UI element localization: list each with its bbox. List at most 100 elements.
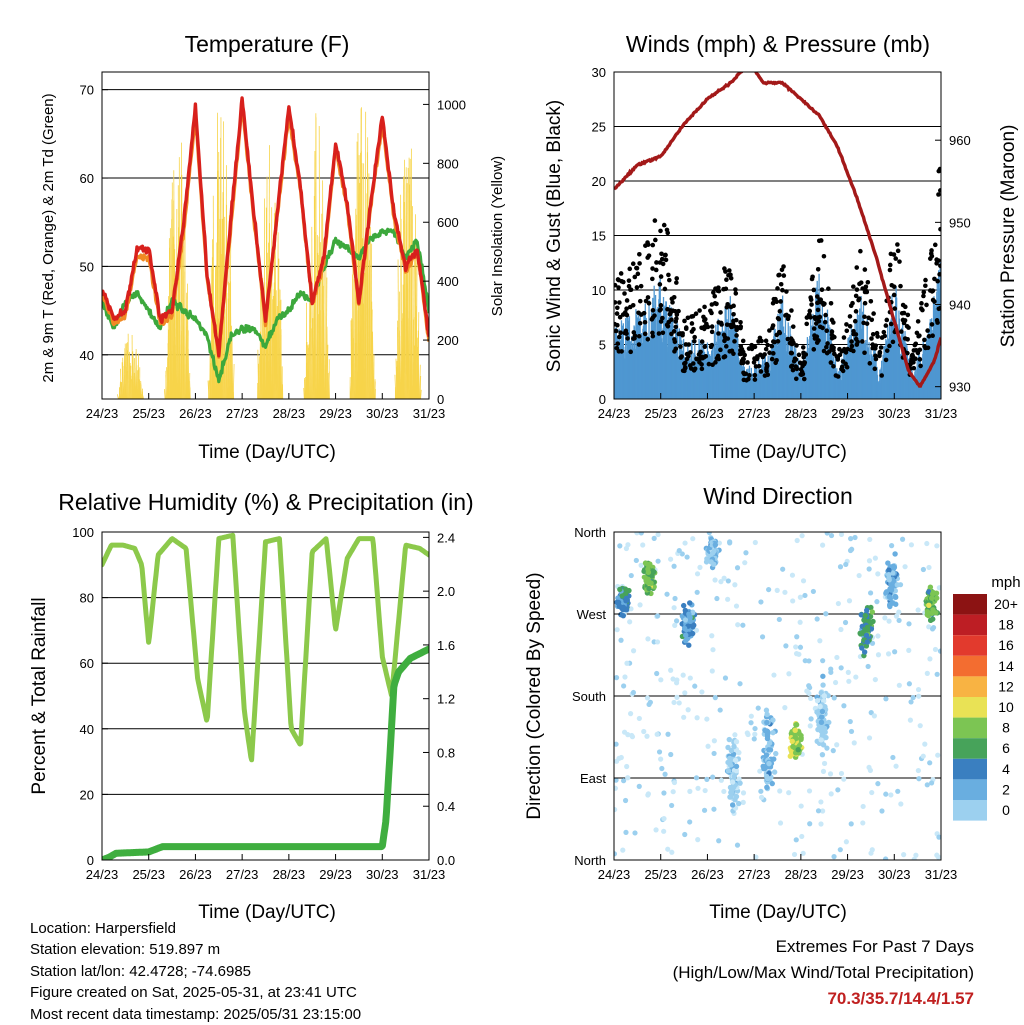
direction-point bbox=[652, 536, 657, 541]
gust-point bbox=[873, 367, 878, 372]
gust-point bbox=[920, 308, 925, 313]
gust-point bbox=[938, 227, 943, 232]
gust-point bbox=[794, 376, 799, 381]
direction-point bbox=[748, 720, 753, 725]
direction-point bbox=[704, 777, 709, 782]
gust-point bbox=[617, 300, 622, 305]
direction-point bbox=[629, 573, 634, 578]
gust-point bbox=[862, 350, 867, 355]
direction-point bbox=[887, 602, 892, 607]
direction-point bbox=[835, 787, 840, 792]
gust-point bbox=[759, 369, 764, 374]
gust-point bbox=[903, 305, 908, 310]
gust-point bbox=[658, 282, 663, 287]
x-tick-label: 30/23 bbox=[878, 867, 911, 882]
gust-point bbox=[650, 277, 655, 282]
direction-point bbox=[829, 533, 834, 538]
direction-point bbox=[737, 681, 742, 686]
gust-point bbox=[879, 345, 884, 350]
gust-point bbox=[855, 287, 860, 292]
direction-point bbox=[705, 744, 710, 749]
direction-point bbox=[798, 737, 803, 742]
solar-insolation-line bbox=[123, 358, 124, 399]
gust-point bbox=[712, 294, 717, 299]
gust-point bbox=[879, 373, 884, 378]
y-tick-label: 960 bbox=[949, 133, 971, 148]
direction-point bbox=[894, 614, 899, 619]
gust-point bbox=[935, 318, 940, 323]
direction-point bbox=[866, 664, 871, 669]
direction-point bbox=[741, 790, 746, 795]
gust-point bbox=[812, 315, 817, 320]
gust-point bbox=[779, 282, 784, 287]
x-tick-label: 29/23 bbox=[831, 406, 864, 421]
gust-point bbox=[646, 337, 651, 342]
gust-point bbox=[734, 333, 739, 338]
direction-point bbox=[655, 732, 660, 737]
gust-point bbox=[690, 329, 695, 334]
gust-point bbox=[923, 346, 928, 351]
direction-point bbox=[716, 838, 721, 843]
gust-point bbox=[668, 308, 673, 313]
gust-point bbox=[727, 268, 732, 273]
direction-point bbox=[886, 619, 891, 624]
gust-point bbox=[694, 356, 699, 361]
direction-point bbox=[857, 573, 862, 578]
gust-point bbox=[884, 358, 889, 363]
direction-point bbox=[646, 791, 651, 796]
gust-point bbox=[615, 311, 620, 316]
direction-point bbox=[634, 558, 639, 563]
gust-point bbox=[860, 339, 865, 344]
direction-point bbox=[799, 834, 804, 839]
gust-point bbox=[933, 243, 938, 248]
direction-point bbox=[642, 574, 647, 579]
winds-y-label: Sonic Wind & Gust (Blue, Black) bbox=[544, 100, 565, 372]
gust-point bbox=[615, 305, 620, 310]
gust-point bbox=[825, 341, 830, 346]
direction-point bbox=[761, 764, 766, 769]
direction-point bbox=[681, 673, 686, 678]
figure-created: Figure created on Sat, 2025-05-31, at 23… bbox=[30, 982, 361, 1003]
direction-point bbox=[793, 644, 798, 649]
gust-point bbox=[732, 339, 737, 344]
speed-legend-swatch bbox=[953, 594, 987, 615]
direction-point bbox=[897, 683, 902, 688]
gust-point bbox=[673, 346, 678, 351]
gust-point bbox=[809, 302, 814, 307]
direction-point bbox=[930, 626, 935, 631]
gust-point bbox=[869, 336, 874, 341]
direction-point bbox=[901, 852, 906, 857]
y-tick-label: 50 bbox=[80, 259, 94, 274]
direction-point bbox=[686, 707, 691, 712]
direction-point bbox=[933, 647, 938, 652]
gust-point bbox=[775, 286, 780, 291]
direction-point bbox=[798, 645, 803, 650]
direction-point bbox=[624, 764, 629, 769]
direction-point bbox=[632, 830, 637, 835]
direction-point bbox=[671, 789, 676, 794]
gust-point bbox=[844, 322, 849, 327]
gust-point bbox=[887, 344, 892, 349]
x-tick-label: 27/23 bbox=[226, 867, 259, 882]
direction-point bbox=[898, 801, 903, 806]
direction-point bbox=[641, 729, 646, 734]
direction-point bbox=[839, 665, 844, 670]
gust-point bbox=[757, 364, 762, 369]
direction-point bbox=[828, 771, 833, 776]
direction-point bbox=[834, 742, 839, 747]
gust-point bbox=[802, 377, 807, 382]
y-tick-label: South bbox=[572, 689, 606, 704]
gust-point bbox=[688, 363, 693, 368]
direction-point bbox=[798, 595, 803, 600]
direction-point bbox=[668, 668, 673, 673]
direction-point bbox=[682, 540, 687, 545]
gust-point bbox=[778, 299, 783, 304]
gust-point bbox=[800, 370, 805, 375]
gust-point bbox=[742, 378, 747, 383]
direction-point bbox=[822, 761, 827, 766]
gust-point bbox=[697, 308, 702, 313]
direction-point bbox=[637, 716, 642, 721]
gust-point bbox=[906, 313, 911, 318]
gust-point bbox=[617, 335, 622, 340]
gust-point bbox=[889, 322, 894, 327]
